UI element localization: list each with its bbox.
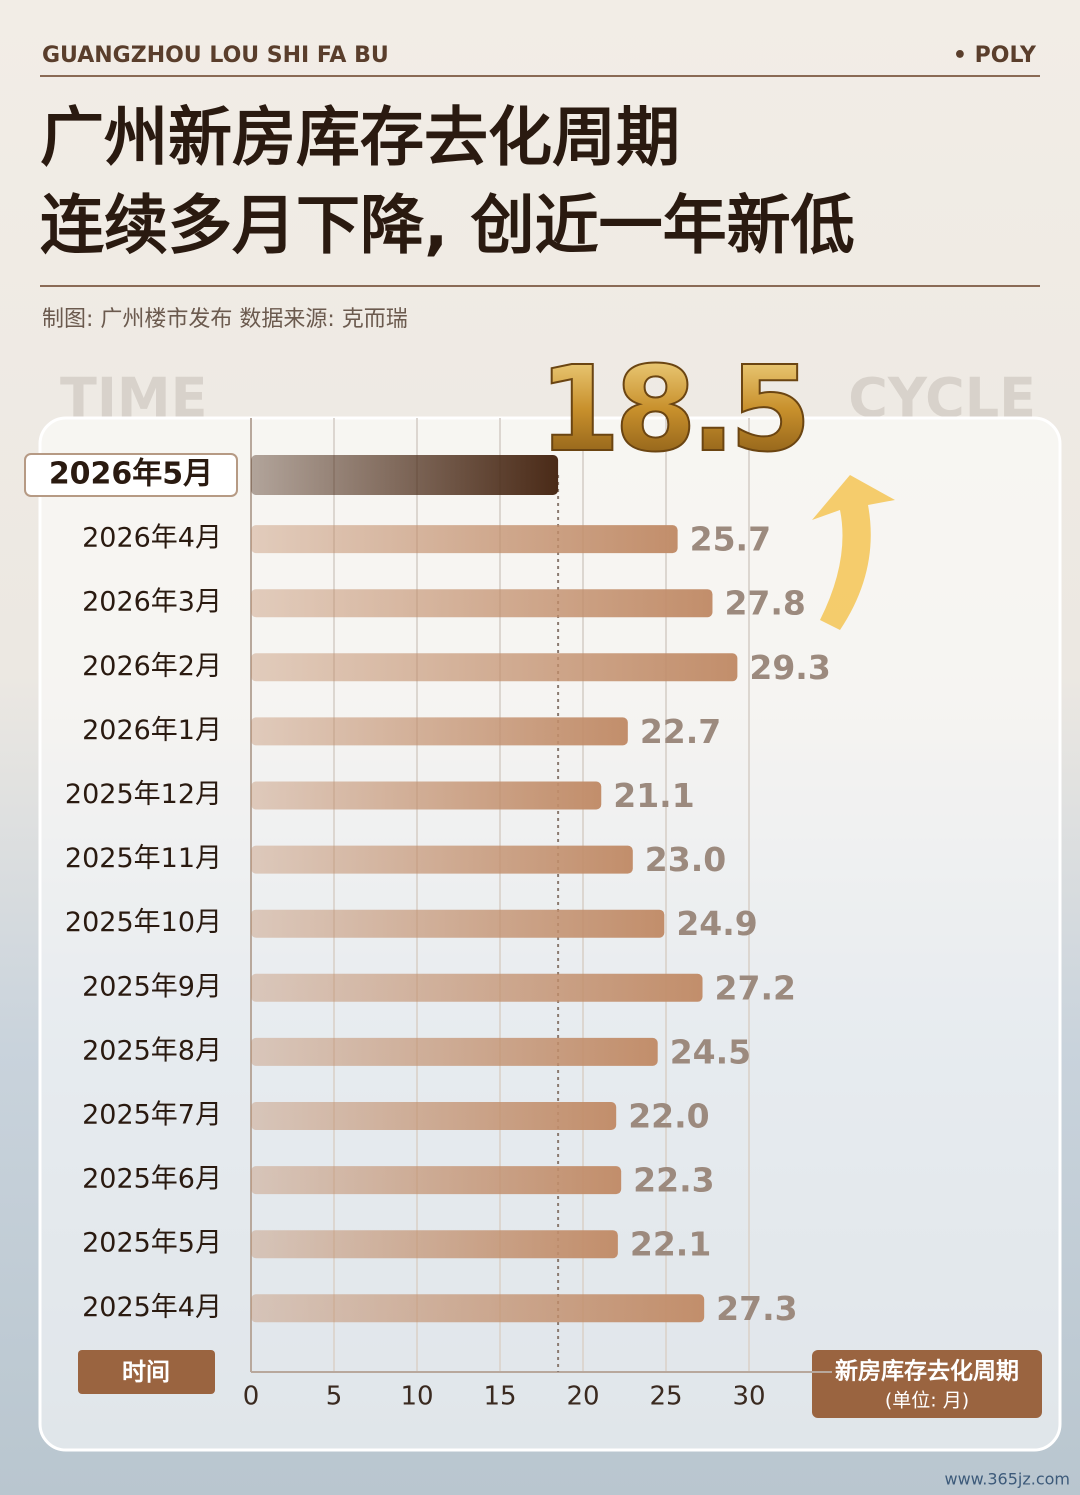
bar — [251, 589, 713, 618]
bar — [251, 781, 602, 810]
bar — [251, 973, 703, 1002]
y-tick-label: 2025年8月 — [82, 1035, 222, 1066]
category-box — [24, 453, 238, 497]
watermark: www.365jz.com — [944, 1470, 1070, 1489]
bar — [251, 909, 665, 938]
bar — [251, 1102, 617, 1130]
y-tick-label: 2025年5月 — [82, 1228, 222, 1259]
y-tick-label: 2025年7月 — [82, 1100, 222, 1131]
x-tick-label: 0 — [243, 1382, 260, 1412]
bar — [251, 525, 678, 554]
x-tick-label: 30 — [732, 1382, 765, 1412]
y-tick-label: 2025年6月 — [82, 1164, 222, 1195]
y-tick-label: 2026年4月 — [82, 523, 222, 554]
value-label: 24.9 — [676, 904, 757, 943]
y-label-box — [78, 1350, 215, 1394]
y-tick-label: 2025年10月 — [65, 907, 222, 938]
y-tick-label: 2026年1月 — [82, 715, 222, 746]
value-label: 22.7 — [640, 712, 721, 751]
value-label: 24.5 — [670, 1032, 751, 1071]
value-label: 27.3 — [716, 1289, 797, 1328]
y-tick-label: 2026年5月 — [49, 457, 213, 492]
y-tick-label: 2026年2月 — [82, 651, 222, 682]
x-tick-label: 15 — [483, 1382, 516, 1412]
y-tick-label: 2025年11月 — [65, 843, 222, 874]
bar — [251, 1294, 705, 1323]
x-label-box — [812, 1350, 1042, 1418]
value-label: 23.0 — [645, 840, 726, 879]
x-tick-label: 5 — [326, 1382, 343, 1412]
title-line: 广州新房库存去化周期 — [40, 102, 680, 176]
value-label: 29.3 — [749, 648, 830, 687]
y-tick-label: 2026年3月 — [82, 587, 222, 618]
header-left: GUANGZHOU LOU SHI FA BU — [42, 43, 389, 68]
x-tick-label: 10 — [400, 1382, 433, 1412]
bar — [251, 1166, 622, 1195]
value-label: 22.1 — [630, 1225, 711, 1264]
x-axis-label: 新房库存去化周期 — [835, 1358, 1019, 1385]
bar — [251, 455, 559, 495]
bar — [251, 653, 738, 682]
value-label: 22.0 — [628, 1097, 709, 1136]
bar — [251, 1230, 618, 1259]
y-tick-label: 2025年4月 — [82, 1292, 222, 1323]
y-tick-label: 2025年12月 — [65, 779, 222, 810]
y-axis-label: 时间 — [122, 1358, 170, 1386]
header-right: • POLY — [953, 43, 1037, 68]
arrow — [812, 475, 895, 630]
x-tick-label: 20 — [566, 1382, 599, 1412]
bar — [251, 717, 628, 746]
bar — [251, 1037, 658, 1066]
value-label: 18.5 — [538, 340, 805, 478]
value-label: 27.2 — [715, 968, 796, 1007]
source: 制图: 广州楼市发布 数据来源: 克而瑞 — [42, 307, 408, 332]
value-label: 21.1 — [613, 776, 694, 815]
x-axis-unit: (单位: 月) — [885, 1390, 969, 1412]
bar — [251, 845, 633, 874]
value-label: 25.7 — [690, 520, 771, 559]
title-line: 连续多月下降, 创近一年新低 — [40, 190, 855, 264]
x-tick-label: 25 — [649, 1382, 682, 1412]
value-label: 27.8 — [724, 584, 805, 623]
value-label: 22.3 — [633, 1161, 714, 1200]
y-tick-label: 2025年9月 — [82, 971, 222, 1002]
